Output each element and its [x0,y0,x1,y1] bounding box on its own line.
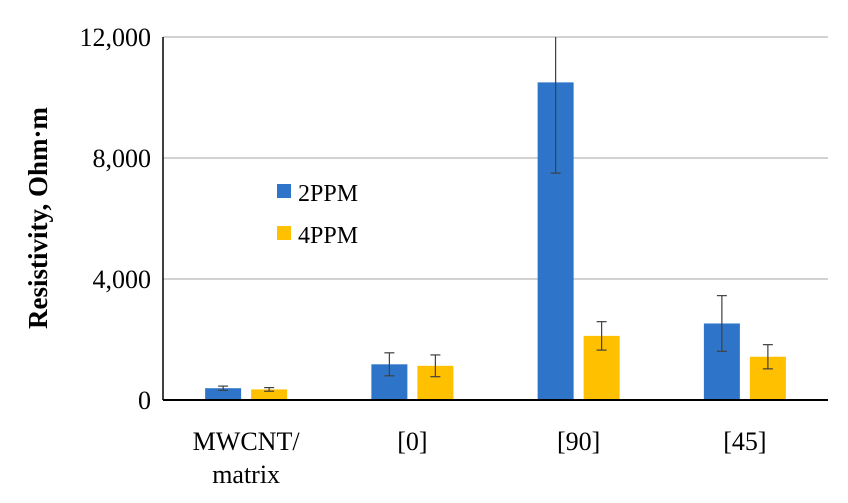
legend-label: 4PPM [298,223,358,249]
y-tick-label: 4,000 [93,265,152,294]
grid-lines [163,36,828,280]
x-tick-label: [45] [723,427,766,456]
y-axis-title: Resistivity, Ohm·m [23,106,53,329]
y-tick-label: 0 [138,386,151,415]
y-tick-label: 12,000 [80,23,152,52]
x-tick-label: [90] [557,427,600,456]
x-tick-label: [0] [397,427,427,456]
y-tick-label: 8,000 [93,144,152,173]
legend-label: 2PPM [298,181,358,207]
bar [205,388,242,400]
x-tick-label: matrix [212,460,280,489]
legend: 2PPM 4PPM [277,181,358,249]
bar [251,389,288,400]
bars [205,82,786,400]
axes: 0 4,000 8,000 12,000 MWCNT/matrix [0] [90] [45] [80,23,828,489]
legend-swatch [277,184,291,198]
error-bars [218,37,773,392]
legend-swatch [277,226,291,240]
x-tick-label: MWCNT/ [193,427,301,456]
